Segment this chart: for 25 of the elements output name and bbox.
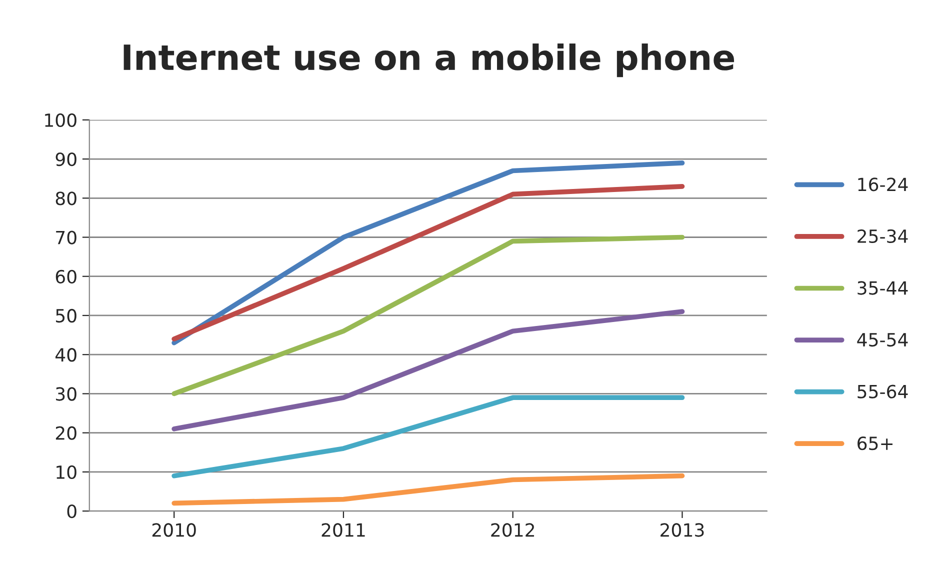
y-tick-label: 10 — [56, 465, 76, 480]
legend-label: 16-24 — [858, 178, 908, 192]
line-series — [172, 309, 685, 432]
y-tick-label: 90 — [56, 152, 76, 166]
legend-label: 35-44 — [858, 281, 908, 295]
line-series — [172, 234, 685, 396]
y-tick-label: 0 — [67, 504, 76, 518]
chart-title: Internet use on a mobile phone — [124, 44, 734, 78]
legend-label: 25-34 — [858, 229, 908, 244]
y-tick-label: 20 — [56, 426, 76, 440]
legend-label: 45-54 — [857, 333, 908, 347]
y-tick-label: 30 — [56, 387, 76, 401]
line-series — [172, 473, 685, 506]
y-tick-label: 80 — [56, 192, 76, 206]
y-tick-label: 100 — [45, 113, 76, 128]
legend-label: 65+ — [858, 436, 892, 450]
x-tick-label: 2012 — [491, 523, 534, 537]
x-tick-label: 2013 — [660, 523, 704, 537]
y-tick-label: 70 — [56, 230, 76, 244]
y-tick-label: 60 — [56, 270, 76, 284]
legend-label: 55-64 — [858, 384, 908, 398]
x-tick-label: 2011 — [322, 523, 365, 537]
x-tick-label: 2010 — [152, 523, 196, 537]
y-tick-label: 40 — [55, 348, 76, 362]
y-tick-label: 50 — [56, 308, 76, 323]
